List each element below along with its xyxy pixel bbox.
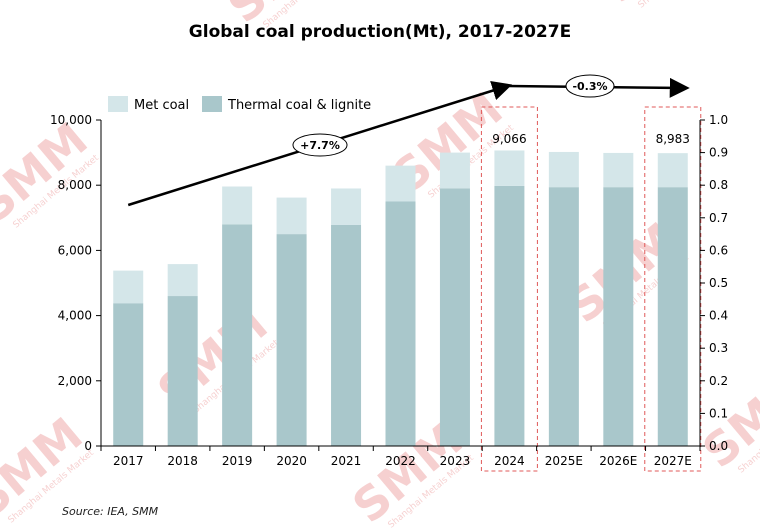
- bar-thermal-2024: [494, 185, 525, 447]
- x-tick-label: 2026E: [599, 454, 637, 468]
- y2-tick-label: 0.7: [709, 211, 728, 225]
- y-tick-label: 0: [84, 439, 92, 453]
- x-tick-label: 2017: [113, 454, 144, 468]
- x-tick-label: 2018: [167, 454, 198, 468]
- highlight-box-2024: [480, 106, 538, 472]
- y2-tick-label: 0.4: [709, 309, 728, 323]
- watermark-subtext: Shanghai Metals Market: [637, 0, 727, 11]
- y-tick-label: 2,000: [58, 374, 92, 388]
- bar-met-2020: [276, 197, 307, 235]
- source-note: Source: IEA, SMM: [62, 505, 159, 518]
- y-tick-label: 8,000: [58, 178, 92, 192]
- x-tick-label: 2019: [222, 454, 253, 468]
- x-tick-label: 2025E: [545, 454, 583, 468]
- bar-thermal-2023: [439, 188, 470, 446]
- total-label-2024: 9,066: [492, 132, 526, 146]
- x-tick-label: 2021: [331, 454, 362, 468]
- y2-tick-label: 1.0: [709, 113, 728, 127]
- annotation-label: -0.3%: [572, 80, 607, 93]
- y2-tick-label: 0.9: [709, 146, 728, 160]
- y-tick-label: 4,000: [58, 309, 92, 323]
- bar-met-2025E: [548, 151, 579, 188]
- bar-thermal-2026E: [603, 187, 634, 446]
- bar-met-2027E: [657, 153, 688, 188]
- legend-label: Met coal: [134, 98, 189, 113]
- bar-met-2023: [439, 152, 470, 189]
- chart-title: Global coal production(Mt), 2017-2027E: [188, 22, 572, 42]
- y2-tick-label: 0.5: [709, 276, 728, 290]
- bar-met-2018: [167, 264, 198, 297]
- y-tick-label: 6,000: [58, 243, 92, 257]
- highlight-box-2027E: [644, 106, 702, 472]
- y2-tick-label: 0.8: [709, 178, 728, 192]
- axes-layer: 0 2,000 4,000 6,000 8,000 10,000 0.0 0.1 0.2 0.3 0…: [50, 113, 728, 468]
- legend-swatch: [108, 96, 128, 112]
- bar-met-2017: [113, 270, 144, 304]
- bar-thermal-2017: [113, 303, 144, 446]
- bar-thermal-2019: [222, 224, 253, 446]
- bar-thermal-2018: [167, 296, 198, 446]
- annotation-label: +7.7%: [300, 139, 340, 152]
- x-tick-label: 2020: [276, 454, 307, 468]
- bar-thermal-2021: [331, 224, 362, 446]
- x-tick-label: 2024: [494, 454, 525, 468]
- legend-label: Thermal coal & lignite: [227, 98, 371, 113]
- y-tick-label: 10,000: [50, 113, 92, 127]
- bar-thermal-2025E: [548, 187, 579, 446]
- legend: Met coal Thermal coal & lignite: [108, 96, 371, 113]
- watermark-logo: SMM: [592, 0, 722, 13]
- y2-tick-label: 0.2: [709, 374, 728, 388]
- bar-thermal-2027E: [657, 187, 688, 446]
- y2-tick-label: 0.1: [709, 406, 728, 420]
- x-tick-label: 2027E: [654, 454, 692, 468]
- bar-met-2019: [222, 186, 253, 225]
- bars-layer: 9,066 8,983: [113, 106, 702, 472]
- bar-met-2026E: [603, 152, 634, 188]
- total-label-2027E: 8,983: [656, 132, 690, 146]
- annotations-layer: +7.7% -0.3%: [127, 74, 690, 207]
- bar-met-2021: [331, 188, 362, 225]
- bar-met-2024: [494, 150, 525, 186]
- legend-swatch: [202, 96, 222, 112]
- annotation-bubble: [565, 74, 615, 98]
- y2-tick-label: 0.6: [709, 243, 728, 257]
- bar-thermal-2022: [385, 201, 416, 446]
- x-tick-label: 2022: [385, 454, 416, 468]
- bar-met-2022: [385, 165, 416, 202]
- x-tick-label: 2023: [440, 454, 471, 468]
- y2-tick-label: 0.0: [709, 439, 728, 453]
- annotation-bubble: [292, 133, 348, 157]
- bar-thermal-2020: [276, 234, 307, 446]
- y2-tick-label: 0.3: [709, 341, 728, 355]
